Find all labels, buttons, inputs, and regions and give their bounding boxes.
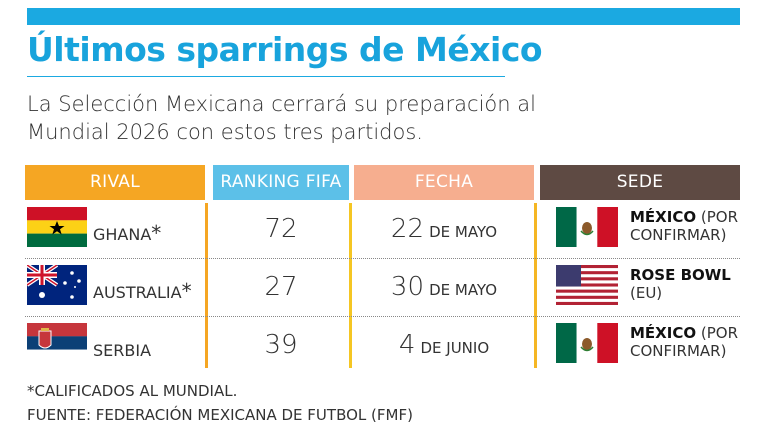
mexico-flag-icon <box>556 323 618 363</box>
table-row: AUSTRALIA* 27 30 DE MAYO ROSE BOWL (EU) <box>0 261 768 316</box>
title-underline <box>27 76 505 77</box>
footnote: *CALIFICADOS AL MUNDIAL. <box>27 382 238 400</box>
top-accent-bar <box>27 8 740 25</box>
rival-name: AUSTRALIA* <box>93 279 192 303</box>
column-divider <box>205 203 208 368</box>
subtitle: La Selección Mexicana cerrará su prepara… <box>27 92 536 144</box>
fifa-ranking: 27 <box>264 272 298 302</box>
header-sede: SEDE <box>540 165 740 200</box>
header-fecha: FECHA <box>354 165 534 200</box>
row-divider <box>25 258 740 259</box>
page-title: Últimos sparrings de México <box>27 30 543 69</box>
row-divider <box>25 316 740 317</box>
column-divider <box>349 203 352 368</box>
rival-name: GHANA* <box>93 221 162 245</box>
rival-name: SERBIA <box>93 341 152 360</box>
match-date: 22 DE MAYO <box>390 214 498 244</box>
header-ranking: RANKING FIFA <box>213 165 349 200</box>
venue: MÉXICO (POR CONFIRMAR) <box>630 208 738 244</box>
source-note: FUENTE: FEDERACIÓN MEXICANA DE FUTBOL (F… <box>27 406 413 424</box>
ghana-flag-icon <box>27 207 87 247</box>
mexico-flag-icon <box>556 207 618 247</box>
header-rival: RIVAL <box>25 165 205 200</box>
column-divider <box>534 203 537 368</box>
venue: MÉXICO (POR CONFIRMAR) <box>630 324 738 360</box>
match-date: 30 DE MAYO <box>390 272 498 302</box>
venue: ROSE BOWL (EU) <box>630 266 731 302</box>
table-row: SERBIA 39 4 DE JUNIO MÉXICO (POR CONFIRM… <box>0 319 768 374</box>
usa-flag-icon <box>556 265 618 305</box>
table-row: GHANA* 72 22 DE MAYO MÉXICO (POR CONFIRM… <box>0 203 768 258</box>
serbia-flag-icon <box>27 323 87 363</box>
fifa-ranking: 39 <box>264 330 298 360</box>
australia-flag-icon <box>27 265 87 305</box>
match-date: 4 DE JUNIO <box>398 330 490 360</box>
fifa-ranking: 72 <box>264 214 298 244</box>
